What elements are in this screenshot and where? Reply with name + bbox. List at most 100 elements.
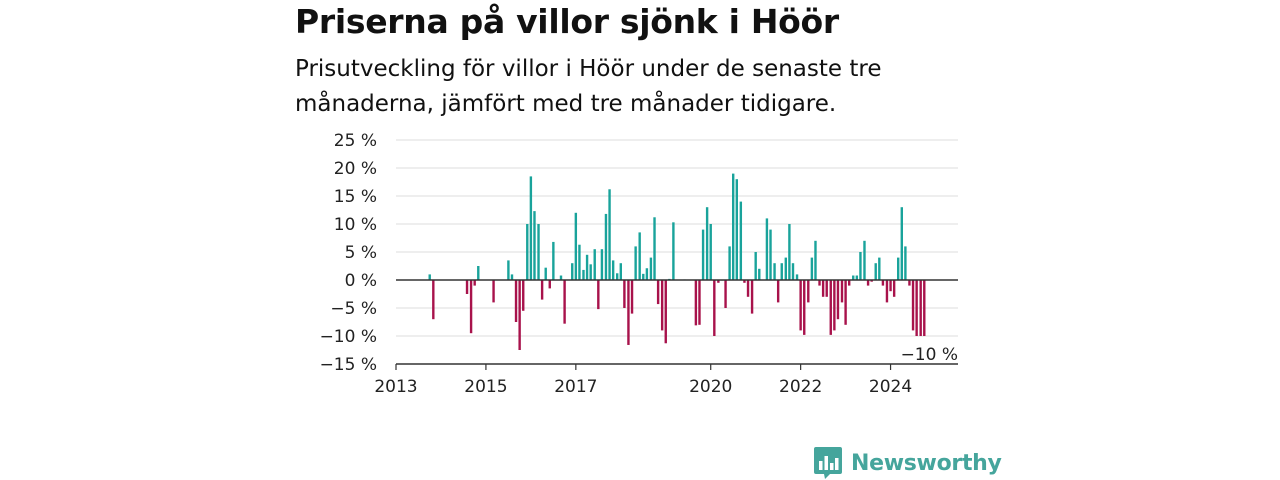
bar — [656, 280, 660, 305]
y-tick-label: 5 % — [345, 243, 377, 263]
bar — [799, 280, 802, 331]
bar — [866, 280, 870, 286]
bar — [701, 229, 705, 280]
bar — [559, 275, 563, 280]
bar — [574, 212, 578, 280]
bar — [840, 280, 844, 303]
bar — [492, 280, 495, 303]
bar — [889, 280, 892, 292]
bar — [735, 179, 738, 280]
bar — [672, 222, 675, 280]
bar — [627, 280, 630, 345]
bar — [616, 273, 619, 280]
bar — [600, 249, 604, 280]
gridlines — [396, 139, 958, 337]
bar — [732, 173, 735, 280]
bar — [807, 280, 810, 303]
bar — [919, 280, 922, 336]
bar — [526, 224, 529, 280]
bar — [878, 257, 881, 280]
bar — [608, 189, 611, 280]
bar — [897, 257, 900, 280]
bar — [743, 280, 746, 283]
bar — [705, 207, 709, 280]
chart-subtitle: Prisutveckling för villor i Höör under d… — [295, 56, 882, 117]
y-tick-label: 15 % — [334, 187, 377, 207]
last-value-annotation: −10 % — [901, 345, 958, 365]
bar — [765, 218, 769, 280]
bar — [664, 280, 667, 344]
bar — [611, 260, 615, 280]
chart-title: Priserna på villor sjönk i Höör — [295, 2, 839, 41]
x-tick-label: 2017 — [554, 377, 597, 397]
bar — [507, 260, 510, 280]
bar — [892, 280, 896, 297]
bar — [870, 280, 873, 282]
bar — [874, 263, 877, 280]
bar — [533, 211, 536, 280]
bar — [469, 280, 473, 334]
bar-chart: 25 % 20 % 15 % 10 % 5 % 0 % −5 % −10 % −15 % 201… — [320, 131, 958, 397]
bar — [473, 280, 476, 286]
bar — [724, 280, 727, 308]
bar — [788, 224, 791, 280]
bar — [597, 280, 600, 310]
bar — [848, 280, 851, 286]
bar — [649, 257, 653, 280]
bar — [623, 280, 626, 308]
bar — [863, 240, 866, 280]
bar — [855, 275, 859, 280]
bar — [540, 280, 544, 300]
bar — [829, 280, 832, 335]
bar — [593, 249, 596, 280]
bar — [885, 280, 889, 303]
y-tick-label: −5 % — [330, 299, 377, 319]
bar — [852, 275, 855, 280]
bar — [510, 274, 514, 280]
bar — [660, 280, 664, 331]
bar — [791, 263, 795, 280]
bar — [821, 280, 825, 297]
bar — [904, 246, 907, 280]
bar — [578, 244, 581, 280]
bar — [630, 280, 634, 314]
bar — [537, 224, 540, 280]
bar — [477, 266, 480, 280]
bar — [619, 263, 622, 280]
bar — [773, 263, 776, 280]
bar — [754, 252, 757, 280]
x-tick-label: 2020 — [689, 377, 732, 397]
bar — [465, 280, 469, 294]
bar — [432, 280, 435, 320]
bar — [698, 280, 701, 325]
bar — [645, 268, 649, 280]
y-tick-label: 10 % — [334, 215, 377, 235]
bar — [642, 273, 645, 280]
bar — [514, 280, 518, 322]
bar — [818, 280, 821, 286]
y-axis-ticks: 25 % 20 % 15 % 10 % 5 % 0 % −5 % −10 % −15 % — [320, 131, 377, 375]
bar — [563, 280, 566, 324]
bar — [709, 224, 712, 280]
bar — [585, 254, 589, 280]
bar — [750, 280, 754, 314]
x-axis-ticks: 2013 2015 2017 2020 2022 2024 — [374, 364, 912, 397]
brand-name: Newsworthy — [851, 450, 1002, 476]
bar — [844, 280, 847, 325]
bar — [694, 280, 698, 326]
bar — [833, 280, 836, 331]
bar — [900, 207, 903, 280]
bar — [746, 280, 750, 297]
bar — [522, 280, 525, 311]
bar — [776, 280, 780, 303]
x-tick-label: 2022 — [779, 377, 822, 397]
bar — [739, 201, 743, 280]
bar — [544, 267, 547, 280]
bar — [552, 241, 555, 280]
bar — [911, 280, 915, 331]
bar — [795, 274, 799, 280]
bar — [604, 213, 608, 280]
x-tick-label: 2015 — [464, 377, 507, 397]
y-tick-label: −10 % — [320, 327, 377, 347]
bar — [634, 246, 637, 280]
